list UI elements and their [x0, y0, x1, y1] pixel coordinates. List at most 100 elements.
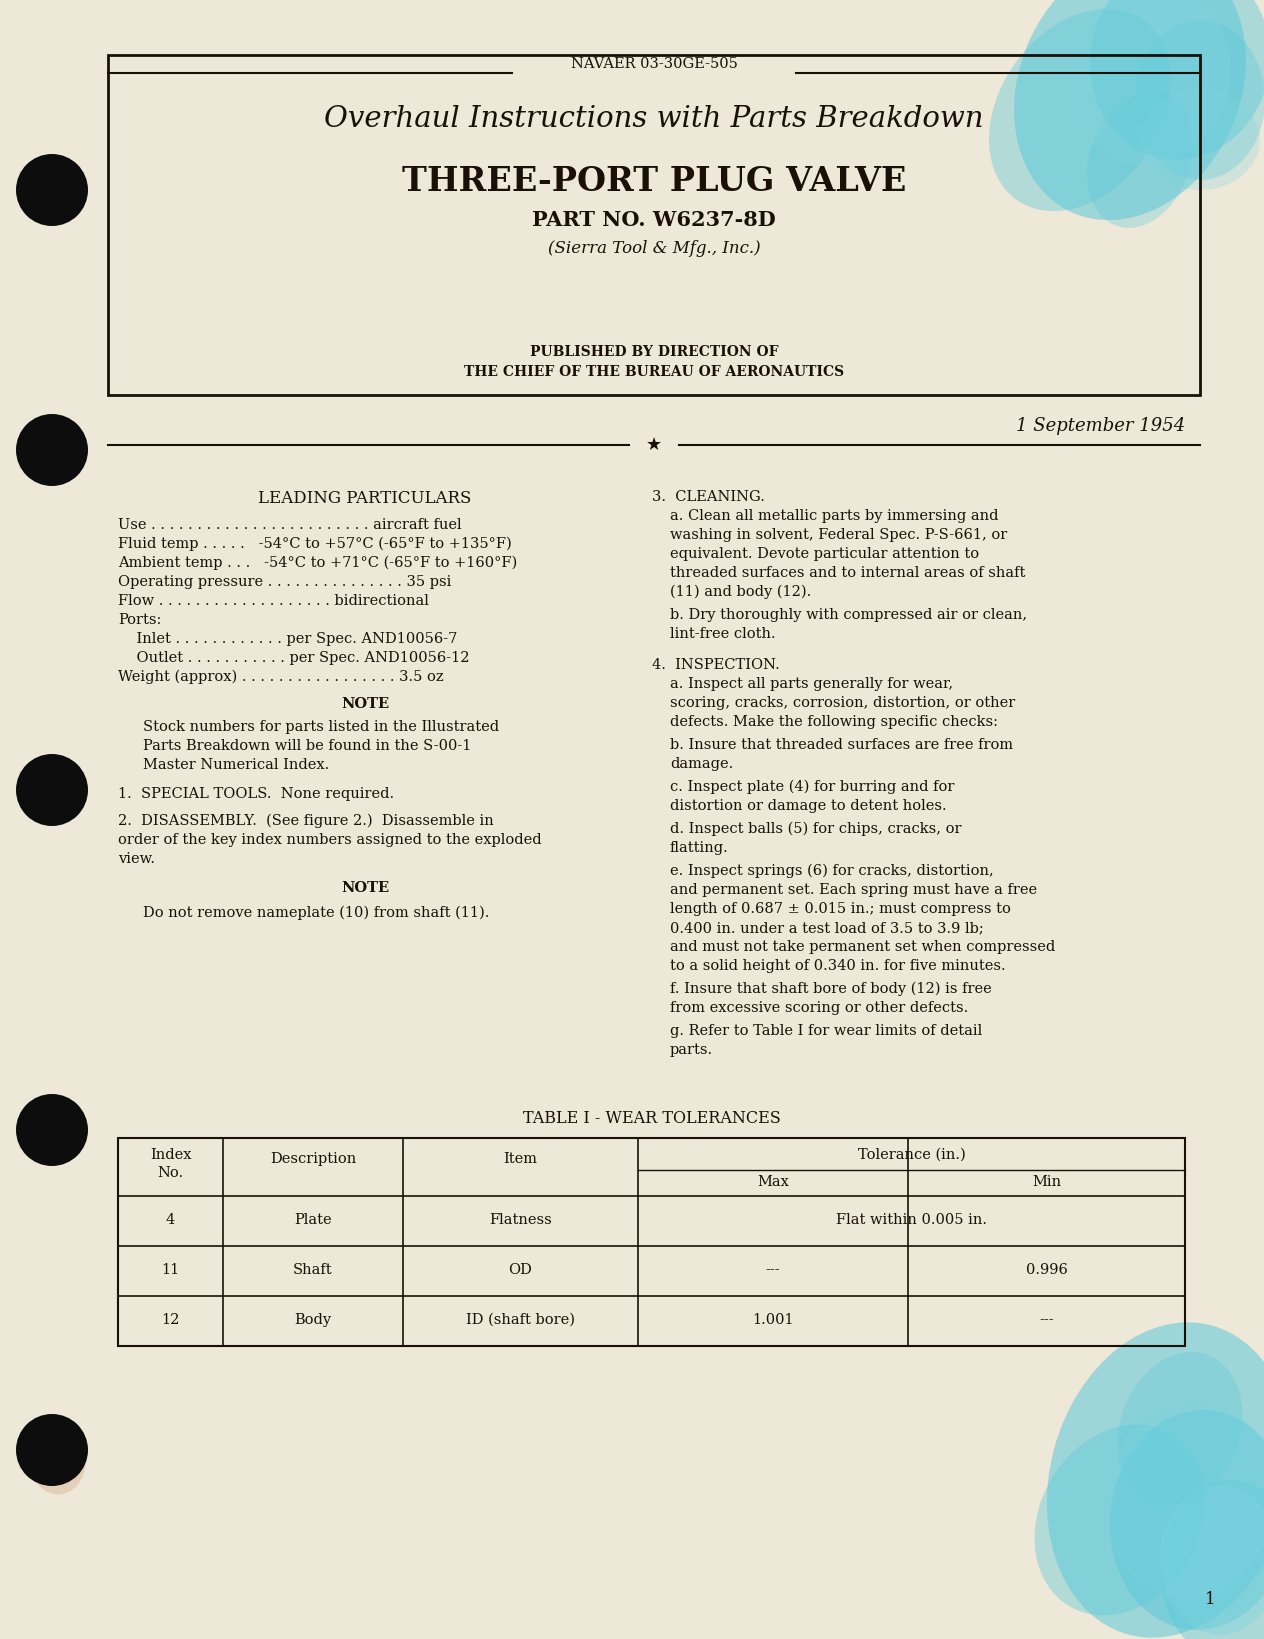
Ellipse shape	[1135, 20, 1264, 180]
Ellipse shape	[1047, 1323, 1264, 1637]
Text: NOTE: NOTE	[341, 882, 389, 895]
Text: equivalent. Devote particular attention to: equivalent. Devote particular attention …	[670, 547, 980, 561]
Text: c. Inspect plate (4) for burring and for: c. Inspect plate (4) for burring and for	[670, 780, 954, 795]
Text: Parts Breakdown will be found in the S-00-1: Parts Breakdown will be found in the S-0…	[143, 739, 471, 752]
Circle shape	[16, 154, 88, 226]
Text: Shaft: Shaft	[293, 1264, 332, 1277]
Text: order of the key index numbers assigned to the exploded: order of the key index numbers assigned …	[118, 833, 542, 847]
Text: Overhaul Instructions with Parts Breakdown: Overhaul Instructions with Parts Breakdo…	[325, 105, 983, 133]
Text: threaded surfaces and to internal areas of shaft: threaded surfaces and to internal areas …	[670, 565, 1025, 580]
Circle shape	[16, 754, 88, 826]
Text: 12: 12	[162, 1313, 179, 1328]
Bar	[107, 56, 1200, 395]
Ellipse shape	[1014, 0, 1246, 220]
Text: b. Dry thoroughly with compressed air or clean,: b. Dry thoroughly with compressed air or…	[670, 608, 1028, 621]
Text: e. Inspect springs (6) for cracks, distortion,: e. Inspect springs (6) for cracks, disto…	[670, 864, 994, 879]
Text: to a solid height of 0.340 in. for five minutes.: to a solid height of 0.340 in. for five …	[670, 959, 1006, 974]
Text: b. Insure that threaded surfaces are free from: b. Insure that threaded surfaces are fre…	[670, 738, 1014, 752]
Text: length of 0.687 ± 0.015 in.; must compress to: length of 0.687 ± 0.015 in.; must compre…	[670, 901, 1011, 916]
Text: damage.: damage.	[670, 757, 733, 770]
Text: and permanent set. Each spring must have a free: and permanent set. Each spring must have…	[670, 883, 1038, 897]
Text: Fluid temp . . . . .   -54°C to +57°C (-65°F to +135°F): Fluid temp . . . . . -54°C to +57°C (-65…	[118, 538, 512, 551]
Text: Outlet . . . . . . . . . . . per Spec. AND10056-12: Outlet . . . . . . . . . . . per Spec. A…	[118, 651, 469, 665]
Text: parts.: parts.	[670, 1042, 713, 1057]
Ellipse shape	[1140, 90, 1260, 190]
Text: Max: Max	[757, 1175, 789, 1188]
Ellipse shape	[30, 1429, 86, 1495]
Text: ---: ---	[766, 1264, 780, 1277]
Text: 0.996: 0.996	[1025, 1264, 1067, 1277]
Text: from excessive scoring or other defects.: from excessive scoring or other defects.	[670, 1001, 968, 1015]
Text: lint-free cloth.: lint-free cloth.	[670, 628, 776, 641]
Text: (Sierra Tool & Mfg., Inc.): (Sierra Tool & Mfg., Inc.)	[547, 239, 761, 257]
Text: ★: ★	[646, 436, 662, 454]
Text: Stock numbers for parts listed in the Illustrated: Stock numbers for parts listed in the Il…	[143, 720, 499, 734]
Text: defects. Make the following specific checks:: defects. Make the following specific che…	[670, 715, 999, 729]
Text: THREE-PORT PLUG VALVE: THREE-PORT PLUG VALVE	[402, 166, 906, 198]
Ellipse shape	[1160, 1485, 1264, 1636]
Text: Use . . . . . . . . . . . . . . . . . . . . . . . . aircraft fuel: Use . . . . . . . . . . . . . . . . . . …	[118, 518, 461, 533]
Text: Operating pressure . . . . . . . . . . . . . . . 35 psi: Operating pressure . . . . . . . . . . .…	[118, 575, 451, 588]
Text: 11: 11	[162, 1264, 179, 1277]
Text: 1.001: 1.001	[752, 1313, 794, 1328]
Text: Flat within 0.005 in.: Flat within 0.005 in.	[836, 1213, 987, 1228]
Bar	[118, 1137, 1186, 1346]
Text: 1 September 1954: 1 September 1954	[1016, 416, 1186, 434]
Text: 1.  SPECIAL TOOLS.  None required.: 1. SPECIAL TOOLS. None required.	[118, 787, 394, 801]
Text: Ports:: Ports:	[118, 613, 162, 628]
Text: d. Inspect balls (5) for chips, cracks, or: d. Inspect balls (5) for chips, cracks, …	[670, 823, 962, 836]
Text: f. Insure that shaft bore of body (12) is free: f. Insure that shaft bore of body (12) i…	[670, 982, 992, 997]
Ellipse shape	[1069, 0, 1231, 164]
Text: Plate: Plate	[295, 1213, 332, 1228]
Text: Weight (approx) . . . . . . . . . . . . . . . . . 3.5 oz: Weight (approx) . . . . . . . . . . . . …	[118, 670, 444, 685]
Text: and must not take permanent set when compressed: and must not take permanent set when com…	[670, 941, 1055, 954]
Text: LEADING PARTICULARS: LEADING PARTICULARS	[258, 490, 471, 506]
Ellipse shape	[1160, 1480, 1264, 1639]
Text: 0.400 in. under a test load of 3.5 to 3.9 lb;: 0.400 in. under a test load of 3.5 to 3.…	[670, 921, 983, 934]
Text: 2.  DISASSEMBLY.  (See figure 2.)  Disassemble in: 2. DISASSEMBLY. (See figure 2.) Disassem…	[118, 815, 494, 828]
Ellipse shape	[988, 8, 1170, 211]
Text: NAVAER 03-30GE-505: NAVAER 03-30GE-505	[570, 57, 737, 70]
Text: distortion or damage to detent holes.: distortion or damage to detent holes.	[670, 798, 947, 813]
Text: flatting.: flatting.	[670, 841, 729, 856]
Text: Tolerance (in.): Tolerance (in.)	[858, 1147, 966, 1162]
Text: view.: view.	[118, 852, 155, 865]
Ellipse shape	[1087, 92, 1193, 228]
Text: 3.  CLEANING.: 3. CLEANING.	[652, 490, 765, 505]
Ellipse shape	[1090, 0, 1264, 159]
Text: PART NO. W6237-8D: PART NO. W6237-8D	[532, 210, 776, 229]
Text: 1: 1	[1205, 1591, 1215, 1608]
Text: TABLE I - WEAR TOLERANCES: TABLE I - WEAR TOLERANCES	[522, 1110, 780, 1128]
Text: scoring, cracks, corrosion, distortion, or other: scoring, cracks, corrosion, distortion, …	[670, 697, 1015, 710]
Text: OD: OD	[508, 1264, 532, 1277]
Circle shape	[16, 415, 88, 487]
Text: g. Refer to Table I for wear limits of detail: g. Refer to Table I for wear limits of d…	[670, 1024, 982, 1037]
Text: Body: Body	[295, 1313, 331, 1328]
Ellipse shape	[1110, 1410, 1264, 1629]
Text: Do not remove nameplate (10) from shaft (11).: Do not remove nameplate (10) from shaft …	[143, 906, 489, 921]
Text: a. Clean all metallic parts by immersing and: a. Clean all metallic parts by immersing…	[670, 510, 999, 523]
Text: Inlet . . . . . . . . . . . . per Spec. AND10056-7: Inlet . . . . . . . . . . . . per Spec. …	[118, 633, 458, 646]
Text: 4: 4	[166, 1213, 176, 1228]
Text: Description: Description	[270, 1152, 356, 1165]
Ellipse shape	[1105, 1400, 1264, 1600]
Text: Min: Min	[1031, 1175, 1060, 1188]
Text: 4.  INSPECTION.: 4. INSPECTION.	[652, 657, 780, 672]
Text: Flatness: Flatness	[489, 1213, 552, 1228]
Text: Flow . . . . . . . . . . . . . . . . . . . bidirectional: Flow . . . . . . . . . . . . . . . . . .…	[118, 593, 428, 608]
Text: No.: No.	[158, 1165, 183, 1180]
Text: (11) and body (12).: (11) and body (12).	[670, 585, 811, 600]
Text: Index: Index	[149, 1147, 191, 1162]
Circle shape	[16, 1414, 88, 1487]
Circle shape	[16, 1093, 88, 1165]
Text: THE CHIEF OF THE BUREAU OF AERONAUTICS: THE CHIEF OF THE BUREAU OF AERONAUTICS	[464, 365, 844, 379]
Text: PUBLISHED BY DIRECTION OF: PUBLISHED BY DIRECTION OF	[530, 344, 779, 359]
Text: ---: ---	[1039, 1313, 1054, 1328]
Text: washing in solvent, Federal Spec. P-S-661, or: washing in solvent, Federal Spec. P-S-66…	[670, 528, 1007, 543]
Text: NOTE: NOTE	[341, 697, 389, 711]
Ellipse shape	[1117, 1352, 1243, 1508]
Ellipse shape	[1034, 1424, 1206, 1616]
Text: Item: Item	[503, 1152, 537, 1165]
Text: a. Inspect all parts generally for wear,: a. Inspect all parts generally for wear,	[670, 677, 953, 692]
Text: Ambient temp . . .   -54°C to +71°C (-65°F to +160°F): Ambient temp . . . -54°C to +71°C (-65°F…	[118, 556, 517, 570]
